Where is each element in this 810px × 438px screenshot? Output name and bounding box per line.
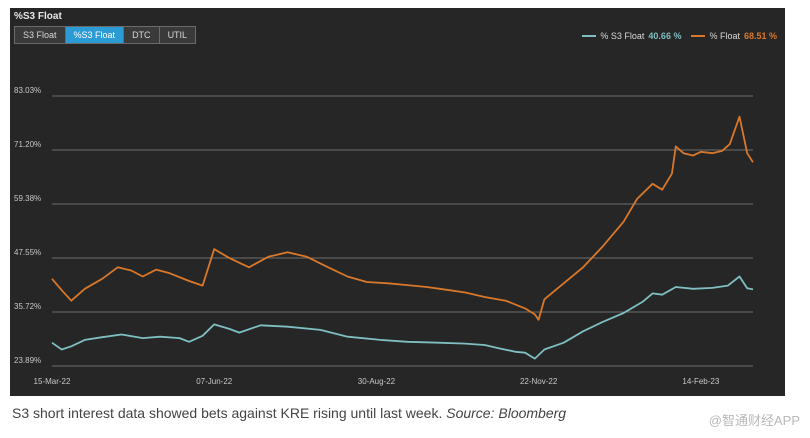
caption-source: Source: Bloomberg — [446, 405, 567, 421]
figure-caption: S3 short interest data showed bets again… — [12, 405, 566, 421]
caption-text: S3 short interest data showed bets again… — [12, 405, 443, 421]
y-tick-label: 71.20% — [14, 140, 41, 149]
legend-value-s3-float: 40.66 % — [648, 31, 682, 41]
chart-panel: 23.89% 35.72% 47.55% 59.38% 71.20% 83.03% 15-… — [10, 8, 785, 396]
legend-item-s3-float: % S3 Float 40.66 % — [582, 31, 681, 41]
y-tick-label: 35.72% — [14, 302, 41, 311]
tab-s3-float[interactable]: S3 Float — [15, 27, 66, 43]
legend-label-float: % Float — [709, 31, 740, 41]
legend-item-float: % Float 68.51 % — [691, 31, 777, 41]
legend-label-s3-float: % S3 Float — [600, 31, 645, 41]
x-tick-label: 22-Nov-22 — [520, 377, 558, 386]
y-tick-label: 83.03% — [14, 86, 41, 95]
x-tick-label: 07-Jun-22 — [196, 377, 233, 386]
tab-bar: S3 Float %S3 Float DTC UTIL — [14, 26, 197, 44]
series-line-s3-float — [51, 275, 754, 360]
x-tick-label: 14-Feb-23 — [682, 377, 719, 386]
tab-pct-s3-float[interactable]: %S3 Float — [65, 27, 125, 43]
y-tick-label: 23.89% — [14, 356, 41, 365]
tab-util[interactable]: UTIL — [159, 27, 196, 43]
legend-swatch-s3-float — [582, 35, 597, 37]
series-line-float — [51, 115, 754, 321]
y-tick-label: 59.38% — [14, 194, 41, 203]
watermark: @智通财经APP — [708, 413, 800, 428]
chart-legend: % S3 Float 40.66 % % Float 68.51 % — [582, 31, 777, 41]
line-chart: 23.89% 35.72% 47.55% 59.38% 71.20% 83.03% 15-… — [14, 86, 754, 386]
x-tick-label: 30-Aug-22 — [358, 377, 396, 386]
legend-swatch-float — [691, 35, 706, 37]
y-tick-label: 47.55% — [14, 248, 41, 257]
tab-dtc[interactable]: DTC — [124, 27, 160, 43]
panel-title: %S3 Float — [14, 11, 62, 22]
x-tick-label: 15-Mar-22 — [34, 377, 71, 386]
legend-value-float: 68.51 % — [743, 31, 777, 41]
